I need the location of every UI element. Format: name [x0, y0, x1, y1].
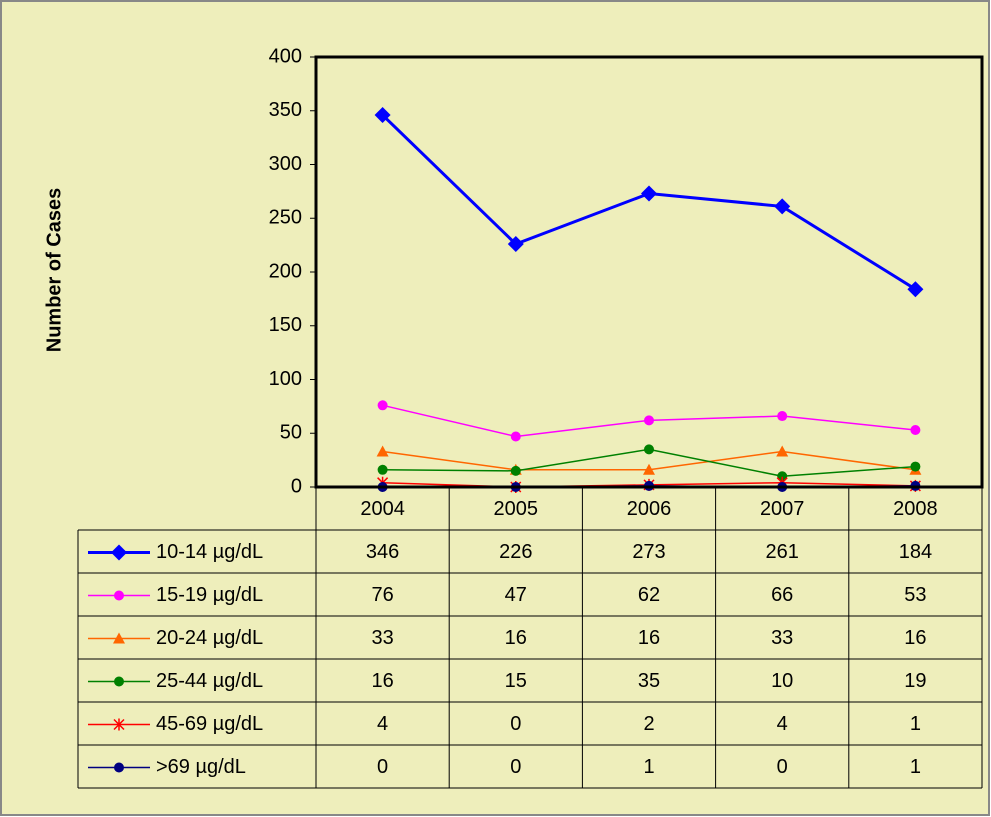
table-value: 1: [910, 756, 921, 778]
y-axis-title: Number of Cases: [43, 188, 65, 353]
y-tick-label: 250: [269, 207, 302, 229]
table-value: 0: [510, 713, 521, 735]
legend-label: >69 µg/dL: [156, 756, 246, 778]
legend-label: 20-24 µg/dL: [156, 627, 263, 649]
x-tick-label: 2004: [360, 498, 405, 520]
table-value: 16: [505, 627, 527, 649]
data-point: [910, 461, 921, 472]
x-tick-label: 2006: [627, 498, 672, 520]
plot-area-border: [314, 55, 984, 489]
data-point: [907, 281, 924, 298]
y-tick-label: 200: [269, 260, 302, 282]
table-value: 2: [643, 713, 654, 735]
table-value: 1: [643, 756, 654, 778]
data-point: [374, 107, 391, 124]
data-point: [776, 445, 789, 457]
table-value: 273: [632, 541, 665, 563]
table-value: 33: [771, 627, 793, 649]
data-point: [377, 464, 388, 475]
legend-label: 10-14 µg/dL: [156, 541, 263, 563]
y-tick-label: 150: [269, 314, 302, 336]
data-point: [507, 236, 524, 253]
data-point: [510, 431, 521, 442]
table-value: 53: [904, 584, 926, 606]
data-point: [774, 198, 791, 215]
y-tick-label: 350: [269, 99, 302, 121]
table-value: 66: [771, 584, 793, 606]
x-tick-label: 2005: [494, 498, 539, 520]
table-value: 35: [638, 670, 660, 692]
x-tick-label: 2007: [760, 498, 805, 520]
table-value: 0: [777, 756, 788, 778]
table-value: 10: [771, 670, 793, 692]
table-value: 16: [638, 627, 660, 649]
legend-marker: [111, 544, 127, 561]
y-tick-label: 0: [291, 475, 302, 497]
legend-marker: [114, 590, 124, 601]
table-value: 62: [638, 584, 660, 606]
data-point: [643, 463, 655, 475]
data-point: [510, 465, 521, 476]
x-tick-label: 2008: [893, 498, 938, 520]
legend-label: 45-69 µg/dL: [156, 713, 263, 735]
table-value: 0: [377, 756, 388, 778]
table-value: 261: [766, 541, 799, 563]
table-value: 346: [366, 541, 399, 563]
table-value: 16: [904, 627, 926, 649]
table-value: 76: [371, 584, 393, 606]
data-point: [777, 471, 788, 482]
table-value: 15: [505, 670, 527, 692]
table-value: 16: [371, 670, 393, 692]
table-value: 0: [510, 756, 521, 778]
y-tick-label: 300: [269, 153, 302, 175]
legend-label: 25-44 µg/dL: [156, 670, 263, 692]
data-point: [376, 445, 389, 457]
table-value: 4: [777, 713, 788, 735]
legend-marker: [114, 762, 124, 773]
table-value: 33: [371, 627, 393, 649]
data-point: [644, 415, 654, 426]
data-point: [641, 185, 657, 202]
data-point: [777, 411, 788, 422]
legend-marker: [114, 676, 124, 687]
table-value: 4: [377, 713, 388, 735]
table-value: 19: [904, 670, 926, 692]
y-tick-label: 400: [269, 45, 302, 67]
data-point: [377, 400, 388, 411]
table-value: 226: [499, 541, 532, 563]
table-value: 47: [505, 584, 527, 606]
legend-marker: [113, 632, 125, 644]
legend-label: 15-19 µg/dL: [156, 584, 263, 606]
table-value: 184: [899, 541, 932, 563]
data-point: [644, 444, 654, 455]
data-point: [910, 425, 921, 436]
y-tick-label: 100: [269, 368, 302, 390]
table-value: 1: [910, 713, 921, 735]
legend-marker: [113, 718, 125, 731]
y-tick-label: 50: [280, 422, 302, 444]
